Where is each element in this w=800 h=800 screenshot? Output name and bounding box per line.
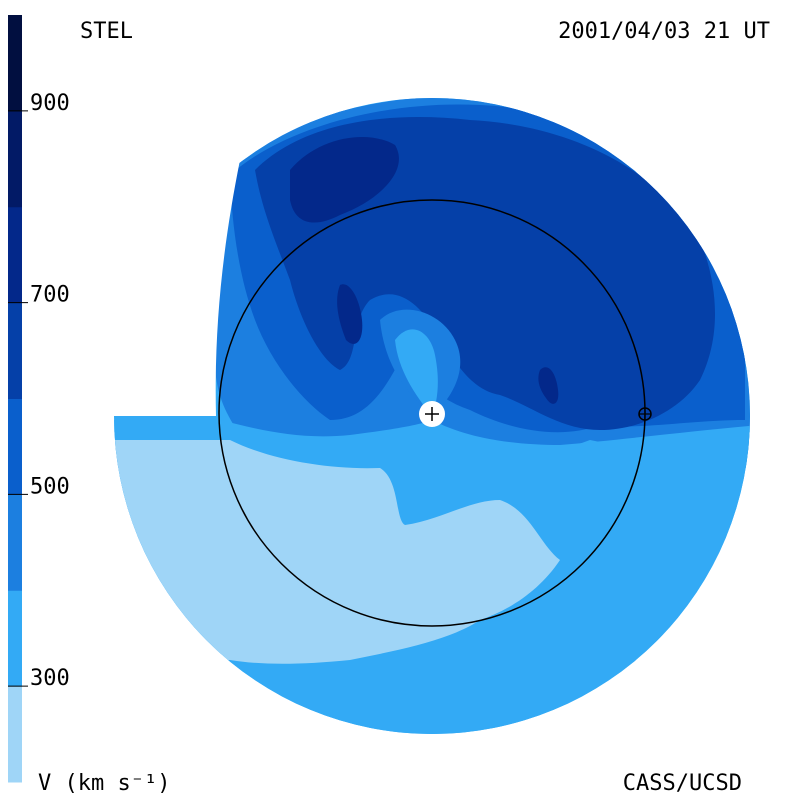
instrument-label: STEL xyxy=(80,19,133,44)
colorbar-bin-7 xyxy=(8,15,22,112)
colorbar: 300 500 700 900 xyxy=(8,15,70,783)
region-level-5c xyxy=(538,367,559,404)
colorbar-bin-1 xyxy=(8,590,22,687)
colorbar-bin-2 xyxy=(8,494,22,591)
region-level-1-swirl xyxy=(395,329,438,416)
sun-marker xyxy=(419,401,445,427)
credit-label: CASS/UCSD xyxy=(622,771,742,796)
earth-marker xyxy=(638,407,652,421)
datetime-label: 2001/04/03 21 UT xyxy=(558,19,770,44)
region-level-5 xyxy=(290,137,399,223)
region-level-0 xyxy=(114,440,560,664)
colorbar-units-label: V (km s⁻¹) xyxy=(38,771,171,796)
colorbar-tick-label-500: 500 xyxy=(30,474,70,499)
colorbar-tick-label-900: 900 xyxy=(30,91,70,116)
region-level-5b xyxy=(337,284,363,344)
colorbar-tick-label-700: 700 xyxy=(30,283,70,308)
colorbar-bin-3 xyxy=(8,398,22,495)
colorbar-bin-4 xyxy=(8,302,22,399)
colorbar-bin-0 xyxy=(8,686,22,783)
colorbar-tick-label-300: 300 xyxy=(30,666,70,691)
colorbar-bin-6 xyxy=(8,110,22,208)
colorbar-bin-5 xyxy=(8,206,22,304)
missing-data-wedge xyxy=(100,100,240,416)
